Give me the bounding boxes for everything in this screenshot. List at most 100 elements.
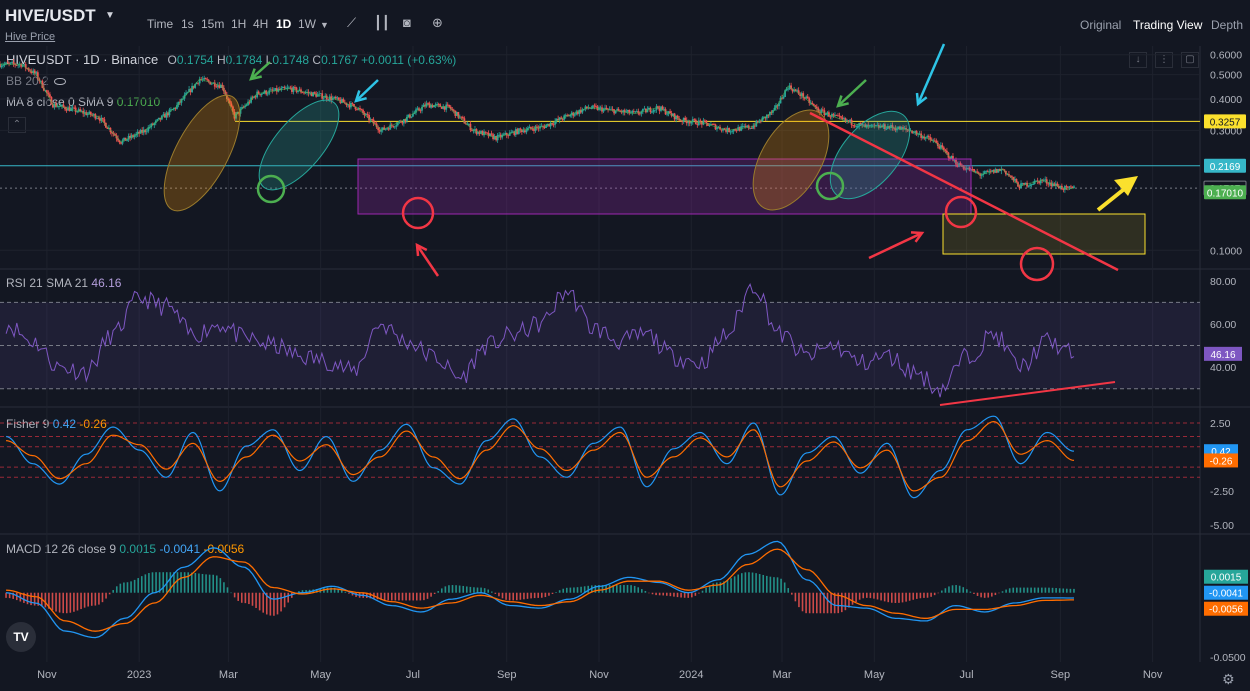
macd-histogram-bar bbox=[215, 575, 218, 593]
hive-price-link[interactable]: Hive Price bbox=[5, 31, 56, 43]
tab-trading-view[interactable]: Trading View bbox=[1133, 18, 1203, 32]
macd-histogram-bar bbox=[598, 585, 600, 593]
candle-body bbox=[912, 132, 915, 134]
candle-body bbox=[684, 117, 687, 121]
candle-body bbox=[944, 149, 947, 151]
macd-histogram-bar bbox=[301, 590, 304, 593]
candle-body bbox=[911, 130, 914, 133]
candle-body bbox=[1027, 185, 1030, 187]
time-axis-label: May bbox=[864, 669, 885, 681]
candle-body bbox=[2, 65, 4, 66]
red-arrow bbox=[868, 231, 925, 260]
collapse-legend-icon[interactable]: ⌃ bbox=[8, 117, 26, 133]
move-down-icon[interactable]: ↓ bbox=[1129, 52, 1147, 68]
candle-body bbox=[49, 94, 51, 97]
candle-body bbox=[218, 85, 221, 88]
macd-histogram-bar bbox=[244, 592, 247, 604]
candle-body bbox=[1050, 182, 1053, 187]
macd-histogram-bar bbox=[315, 588, 318, 593]
macd-histogram-bar bbox=[255, 592, 257, 608]
settings-pane-icon[interactable]: ⋮ bbox=[1155, 52, 1173, 68]
candle-body bbox=[610, 108, 613, 110]
macd-histogram-bar bbox=[619, 585, 622, 593]
symbol-selector[interactable]: HIVE/USDT bbox=[5, 6, 96, 25]
macd-histogram-bar bbox=[115, 586, 118, 593]
candle-body bbox=[1008, 174, 1010, 176]
candle-body bbox=[856, 126, 859, 127]
candle-body bbox=[20, 63, 23, 67]
macd-histogram-bar bbox=[351, 592, 354, 596]
downtrend-line bbox=[809, 111, 1119, 272]
candle-body bbox=[575, 111, 578, 115]
candle-body bbox=[86, 113, 89, 116]
arrow-shaft bbox=[837, 79, 867, 107]
tab-1h[interactable]: 1H bbox=[231, 17, 247, 31]
macd-histogram-bar bbox=[369, 592, 372, 599]
candle-body bbox=[552, 124, 555, 126]
candle-body bbox=[88, 111, 91, 114]
tab-original[interactable]: Original bbox=[1080, 18, 1122, 32]
camera-icon[interactable]: ◙ bbox=[403, 15, 411, 30]
macd-signal-value: -0.0056 bbox=[203, 542, 245, 556]
candle-body bbox=[1035, 180, 1038, 182]
add-icon[interactable]: ⊕ bbox=[432, 15, 443, 30]
candle-body bbox=[829, 116, 832, 118]
candle-body bbox=[368, 114, 370, 121]
macd-histogram-bar bbox=[433, 592, 436, 594]
time-axis-label: Sep bbox=[1051, 669, 1071, 681]
range-box bbox=[357, 158, 972, 215]
macd-histogram-bar bbox=[1055, 588, 1057, 593]
candle-body bbox=[835, 115, 838, 116]
candle-body bbox=[859, 123, 862, 125]
chevron-down-icon[interactable]: ▼ bbox=[105, 10, 115, 21]
candle-body bbox=[219, 84, 222, 88]
tab-4h[interactable]: 4H bbox=[253, 17, 269, 31]
candle-body bbox=[412, 113, 414, 117]
candle-body bbox=[623, 110, 626, 113]
candle-body bbox=[672, 113, 675, 116]
l-label: L bbox=[265, 53, 273, 67]
candle-body bbox=[935, 140, 938, 143]
candle-body bbox=[360, 109, 363, 110]
candle-body bbox=[92, 114, 95, 115]
candle-body bbox=[815, 106, 818, 109]
candles-icon[interactable]: ┃┃ bbox=[374, 15, 390, 30]
candle-body bbox=[374, 123, 377, 125]
tab-1s[interactable]: 1s bbox=[181, 17, 194, 31]
macd-histogram-bar bbox=[119, 583, 122, 593]
o-value: 0.1754 bbox=[176, 53, 214, 67]
macd-histogram-bar bbox=[448, 585, 450, 593]
candle-body bbox=[395, 125, 398, 127]
macd-histogram-bar bbox=[880, 592, 882, 601]
macd-histogram-bar bbox=[955, 585, 957, 593]
price-axis-label: 0.6000 bbox=[1210, 50, 1242, 62]
candle-body bbox=[257, 91, 260, 95]
candle-body bbox=[531, 128, 534, 130]
eye-off-icon[interactable] bbox=[53, 78, 66, 86]
macd-histogram-bar bbox=[105, 592, 107, 599]
candle-body bbox=[378, 130, 381, 132]
candle-body bbox=[649, 107, 652, 113]
tab-depth[interactable]: Depth bbox=[1211, 18, 1244, 32]
chart-type-icon[interactable]: ⟋ bbox=[347, 15, 357, 30]
maximize-pane-icon[interactable]: ▢ bbox=[1181, 52, 1199, 68]
interval-dropdown-icon[interactable]: ▼ bbox=[320, 20, 329, 30]
tab-time[interactable]: Time bbox=[147, 17, 174, 31]
macd-histogram-bar bbox=[1023, 587, 1025, 593]
candle-body bbox=[511, 131, 514, 133]
tab-15m[interactable]: 15m bbox=[201, 17, 225, 31]
candle-body bbox=[405, 116, 408, 122]
tab-1d[interactable]: 1D bbox=[276, 17, 292, 31]
candle-body bbox=[286, 87, 289, 89]
macd-histogram-bar bbox=[676, 592, 679, 598]
macd-histogram-bar bbox=[594, 585, 597, 593]
candle-body bbox=[487, 132, 490, 137]
macd-histogram-bar bbox=[426, 592, 429, 599]
gear-icon[interactable]: ⚙ bbox=[1222, 671, 1235, 687]
tab-1w[interactable]: 1W bbox=[298, 17, 316, 31]
time-axis-label: Mar bbox=[219, 669, 238, 681]
candle-body bbox=[520, 129, 523, 133]
candle-body bbox=[460, 116, 463, 118]
candle-body bbox=[592, 105, 594, 109]
